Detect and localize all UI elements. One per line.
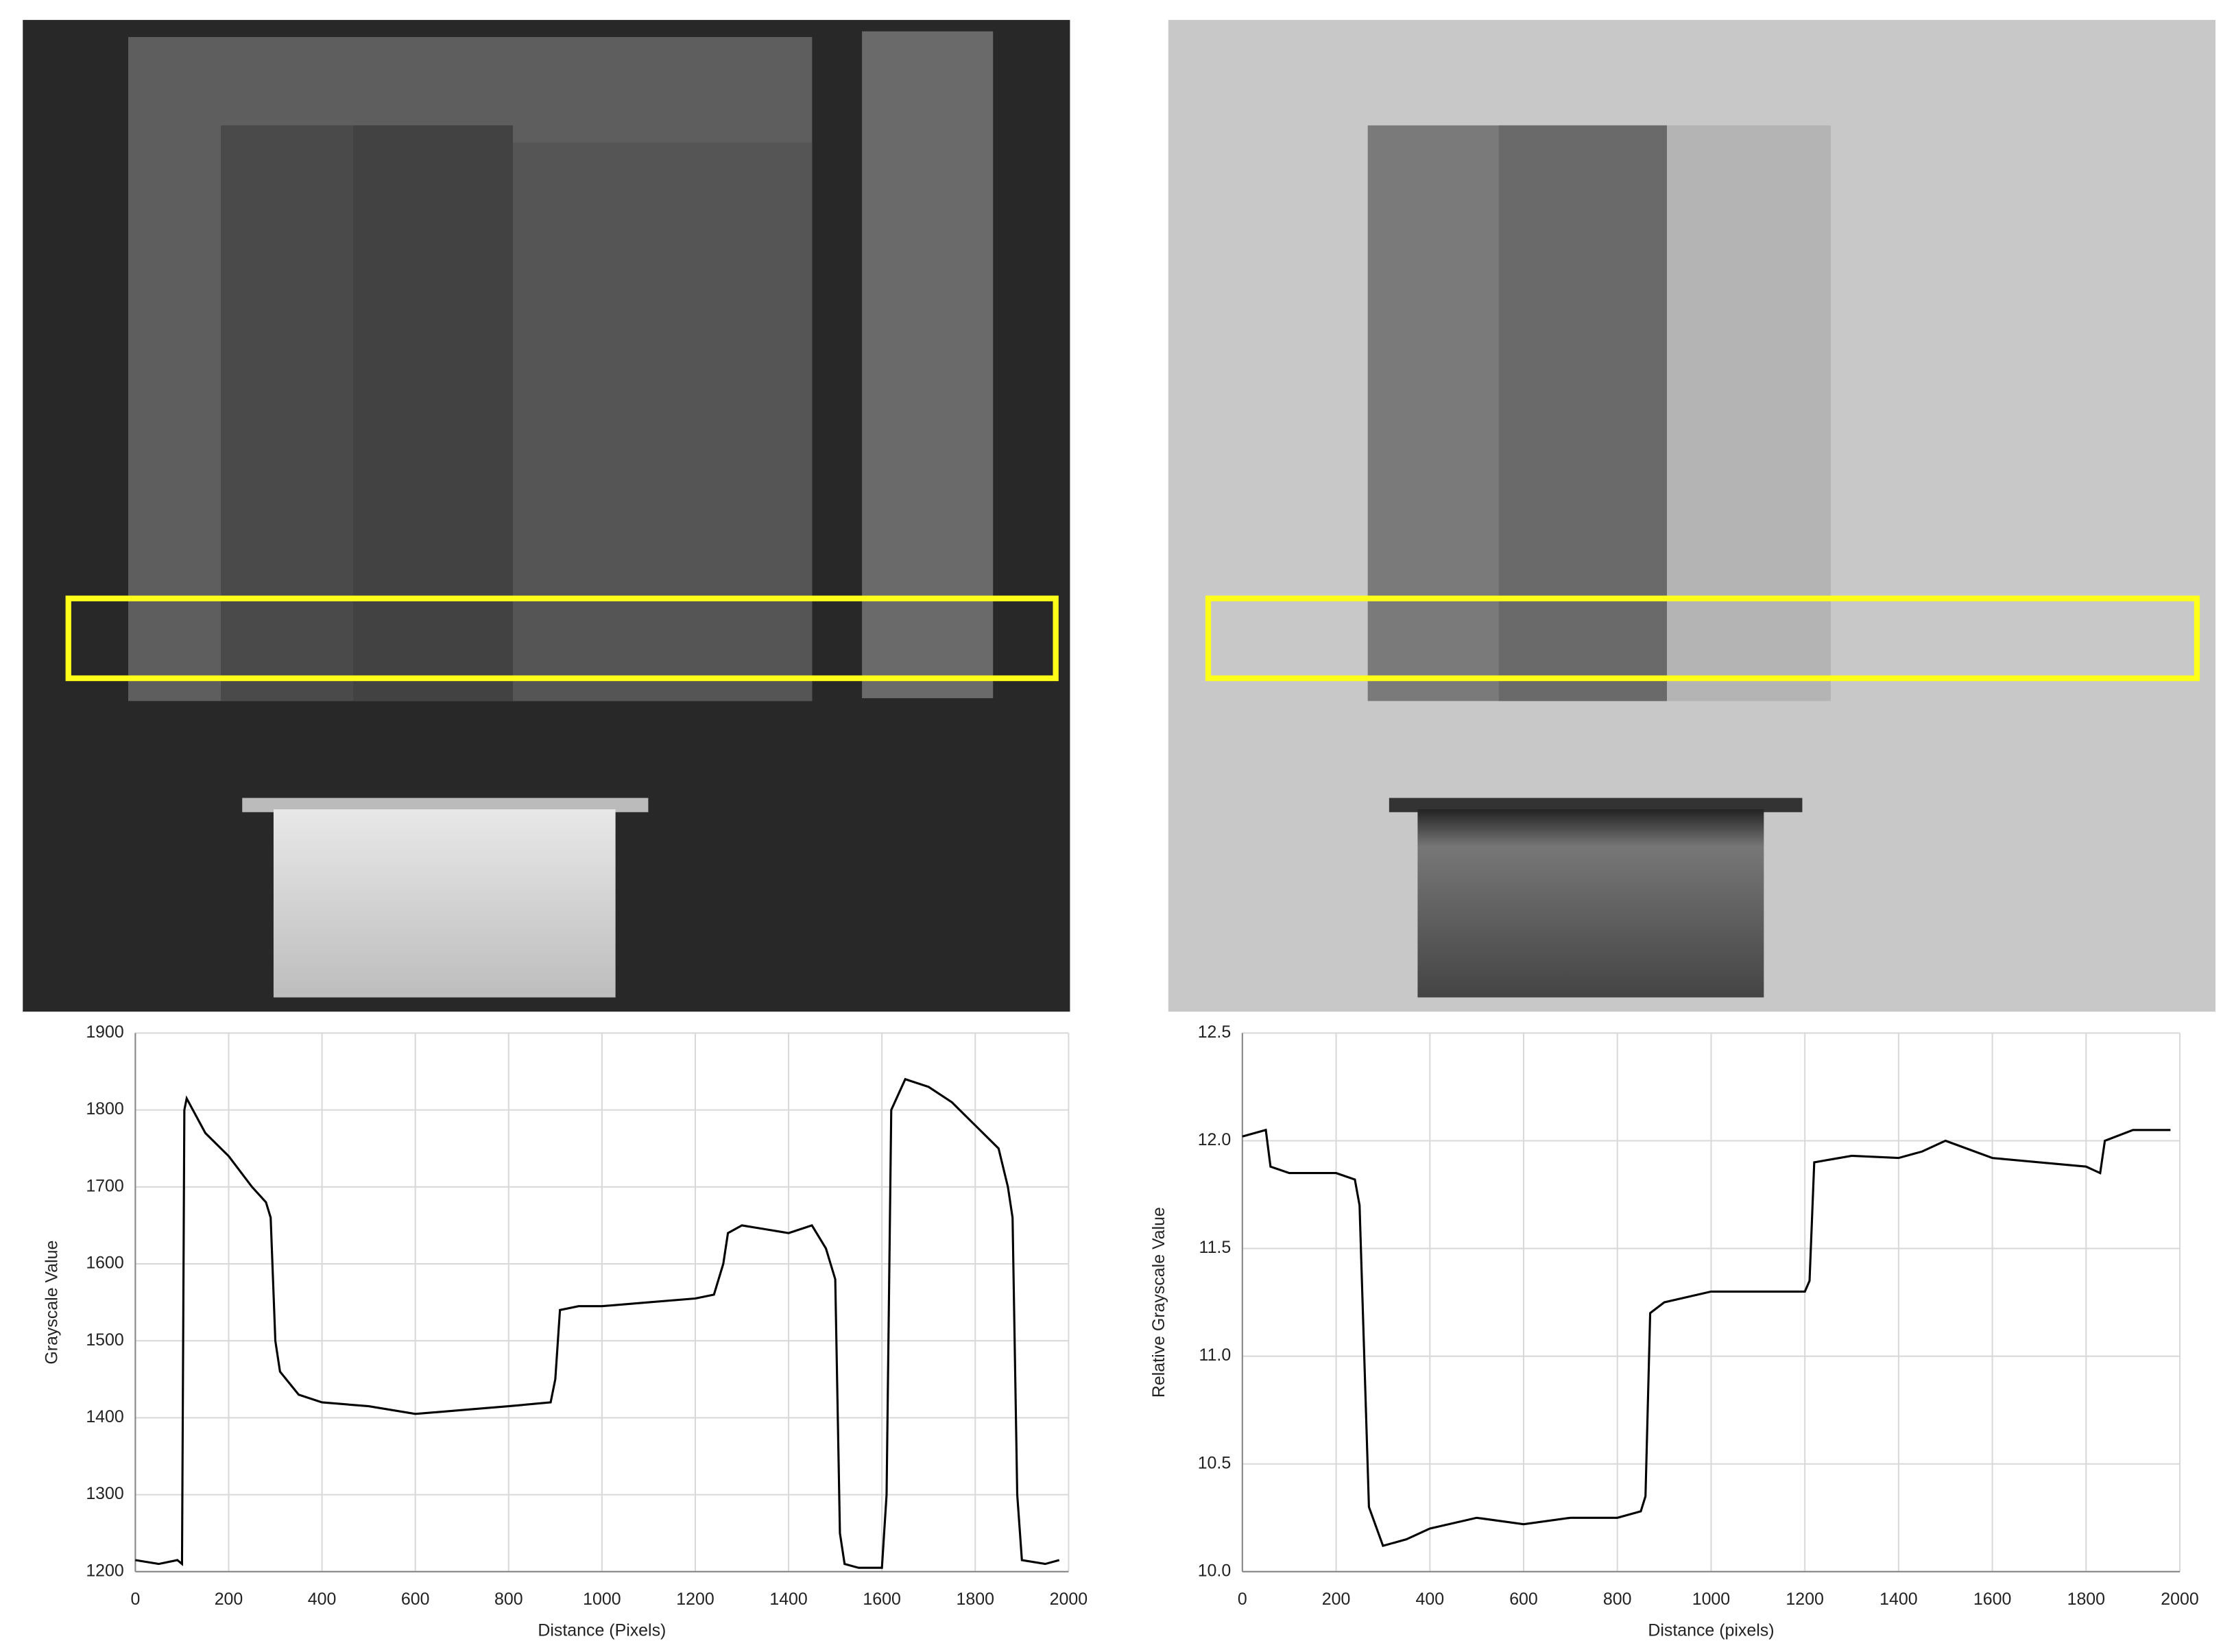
x-tick-label: 1000	[583, 1590, 621, 1609]
y-axis-label: Grayscale Value	[42, 1241, 61, 1365]
data-line	[1242, 1128, 2171, 1548]
x-tick-label: 1000	[1692, 1590, 1730, 1609]
y-tick-label: 1900	[86, 1022, 123, 1042]
x-tick-label: 400	[308, 1590, 337, 1609]
x-tick-label: 2000	[2161, 1590, 2198, 1609]
y-tick-label: 12.5	[1198, 1022, 1232, 1042]
x-axis-label: Distance (pixels)	[1648, 1621, 1774, 1640]
x-tick-label: 600	[1509, 1590, 1538, 1609]
y-tick-label: 1500	[86, 1330, 123, 1350]
y-axis-label: Relative Grayscale Value	[1149, 1207, 1168, 1398]
x-tick-label: 0	[130, 1590, 140, 1609]
right-image	[1168, 20, 2215, 1012]
x-tick-label: 1400	[1879, 1590, 1917, 1609]
x-tick-label: 1600	[863, 1590, 900, 1609]
y-tick-label: 1800	[86, 1099, 123, 1118]
y-tick-label: 11.0	[1199, 1345, 1232, 1365]
x-tick-label: 1200	[676, 1590, 714, 1609]
y-tick-label: 10.5	[1198, 1453, 1232, 1472]
x-tick-label: 600	[401, 1590, 430, 1609]
y-tick-label: 1400	[86, 1407, 123, 1426]
left-image	[23, 20, 1070, 1012]
x-tick-label: 1200	[1786, 1590, 1823, 1609]
x-tick-label: 200	[1322, 1590, 1351, 1609]
x-tick-label: 2000	[1050, 1590, 1088, 1609]
y-tick-label: 10.0	[1198, 1561, 1232, 1580]
x-tick-label: 0	[1238, 1590, 1247, 1609]
x-axis-label: Distance (Pixels)	[538, 1621, 666, 1640]
x-tick-label: 800	[494, 1590, 523, 1609]
y-tick-label: 11.5	[1199, 1238, 1232, 1257]
x-tick-label: 800	[1603, 1590, 1632, 1609]
data-line	[135, 1077, 1060, 1569]
y-tick-label: 1300	[86, 1484, 123, 1503]
x-tick-label: 200	[215, 1590, 243, 1609]
roi-box	[1205, 595, 2200, 682]
x-tick-label: 400	[1415, 1590, 1444, 1609]
x-tick-label: 1600	[1973, 1590, 2011, 1609]
x-tick-label: 1800	[2067, 1590, 2105, 1609]
y-tick-label: 12.0	[1198, 1130, 1232, 1149]
roi-box	[65, 595, 1059, 682]
x-tick-label: 1800	[957, 1590, 994, 1609]
x-tick-label: 1400	[769, 1590, 807, 1609]
y-tick-label: 1700	[86, 1176, 123, 1195]
y-tick-label: 1200	[86, 1561, 123, 1580]
y-tick-label: 1600	[86, 1254, 123, 1273]
